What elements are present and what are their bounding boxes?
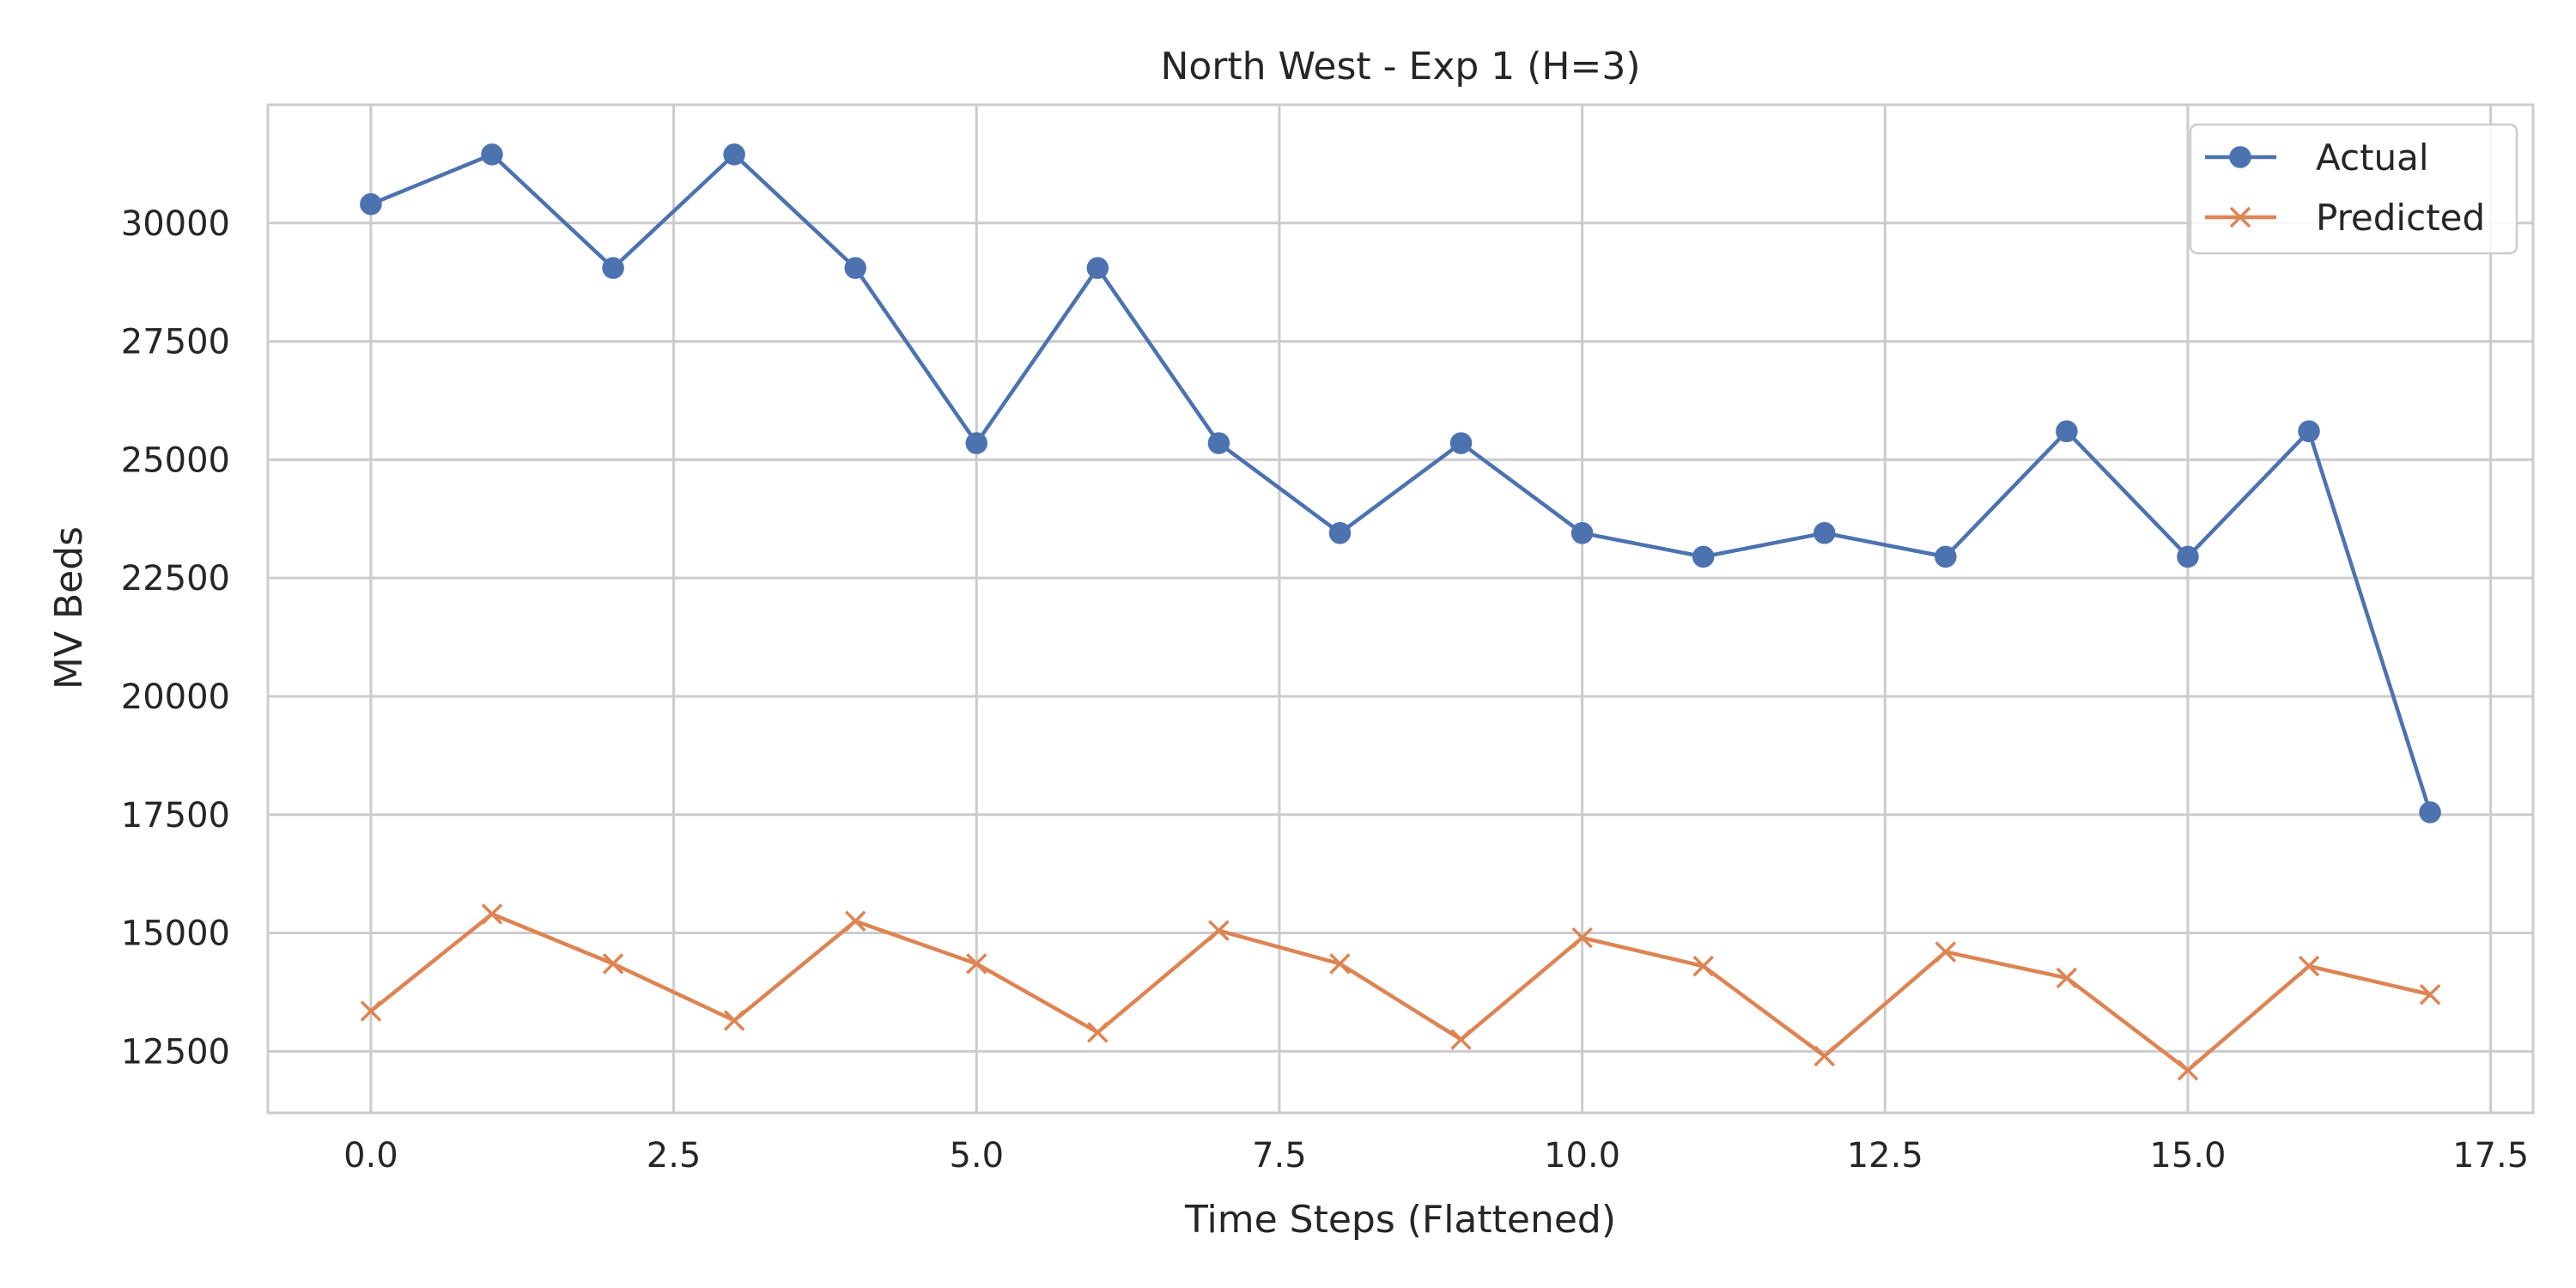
y-axis-label: MV Beds — [47, 526, 91, 690]
actual-point — [965, 432, 988, 454]
actual-point — [602, 257, 624, 279]
y-axis-ticks: 12500 15000 17500 20000 22500 25000 27500 30000 — [121, 204, 230, 1072]
actual-point — [2298, 420, 2320, 443]
legend-entry-predicted: Predicted — [2205, 197, 2485, 239]
actual-point — [2419, 801, 2441, 823]
actual-point — [2056, 420, 2078, 443]
y-tick-label: 15000 — [121, 914, 230, 954]
predicted-point — [966, 953, 987, 975]
legend-label: Actual — [2316, 137, 2429, 179]
predicted-point — [1087, 1022, 1109, 1043]
actual-point — [1086, 257, 1109, 279]
predicted-point — [360, 1000, 382, 1022]
predicted-point — [1814, 1045, 1835, 1067]
series-actual — [360, 143, 2441, 823]
x-axis-ticks: 0.0 2.5 5.0 7.5 10.0 12.5 15.0 17.5 — [343, 1136, 2529, 1176]
x-tick-label: 0.0 — [343, 1136, 398, 1176]
actual-point — [1692, 545, 1715, 568]
actual-point — [1813, 522, 1836, 544]
predicted-point — [481, 903, 503, 925]
predicted-point — [2298, 955, 2320, 977]
x-tick-label: 15.0 — [2149, 1136, 2226, 1176]
actual-point — [481, 143, 503, 166]
predicted-point — [844, 910, 866, 933]
chart-title: North West - Exp 1 (H=3) — [1160, 45, 1640, 88]
predicted-point — [1450, 1029, 1472, 1050]
legend-label: Predicted — [2316, 197, 2485, 239]
actual-point — [2177, 545, 2199, 568]
predicted-point — [1935, 941, 1957, 963]
predicted-point — [2177, 1060, 2199, 1081]
actual-point — [1207, 432, 1230, 454]
actual-point — [844, 257, 866, 279]
x-axis-label: Time Steps (Flattened) — [1184, 1198, 1616, 1242]
y-tick-label: 20000 — [121, 677, 230, 717]
plot-frame — [266, 103, 2535, 1115]
legend-entry-actual: Actual — [2205, 137, 2429, 179]
predicted-point — [602, 953, 624, 975]
actual-point — [1328, 522, 1352, 544]
actual-point — [1935, 545, 1957, 568]
y-tick-label: 22500 — [121, 559, 230, 598]
x-tick-label: 2.5 — [647, 1136, 702, 1176]
x-tick-label: 7.5 — [1252, 1136, 1307, 1176]
x-tick-label: 10.0 — [1544, 1136, 1620, 1176]
predicted-line — [369, 912, 2431, 1072]
predicted-point — [2419, 983, 2441, 1005]
predicted-point — [723, 1010, 745, 1031]
series-layer — [360, 143, 2441, 1081]
legend: Actual Predicted — [2189, 123, 2518, 255]
actual-point — [723, 143, 745, 166]
y-tick-label: 30000 — [121, 204, 230, 244]
actual-point — [1571, 522, 1594, 544]
y-tick-label: 17500 — [121, 796, 230, 835]
predicted-point — [2056, 967, 2078, 989]
actual-point — [360, 192, 382, 216]
x-tick-label: 12.5 — [1847, 1136, 1923, 1176]
y-tick-label: 12500 — [121, 1032, 230, 1072]
grid-lines — [268, 105, 2533, 1113]
x-tick-label: 5.0 — [949, 1136, 1004, 1176]
predicted-point — [1208, 920, 1230, 942]
legend-marker — [2229, 206, 2251, 228]
actual-point — [1449, 432, 1473, 454]
series-predicted — [360, 903, 2441, 1081]
predicted-point — [1329, 953, 1351, 975]
legend-marker — [2229, 146, 2251, 168]
y-tick-label: 25000 — [121, 440, 230, 480]
predicted-point — [1692, 955, 1714, 977]
actual-line — [370, 152, 2433, 813]
predicted-point — [1571, 927, 1593, 949]
y-tick-label: 27500 — [121, 323, 230, 362]
x-tick-label: 17.5 — [2452, 1136, 2529, 1176]
